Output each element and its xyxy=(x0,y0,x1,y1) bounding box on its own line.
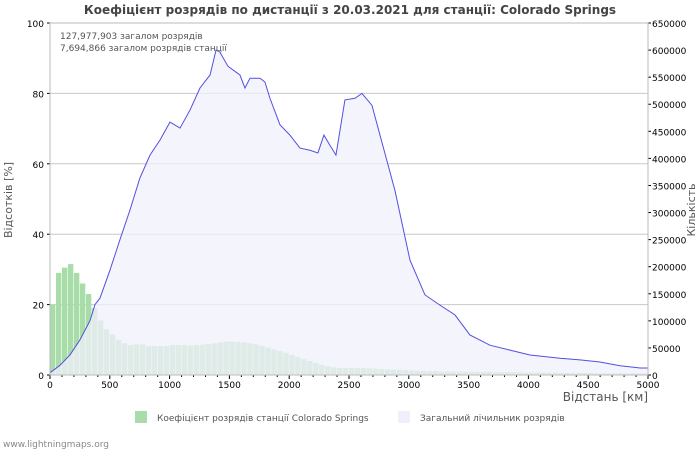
ratio-bar xyxy=(67,264,74,375)
y-left-tick-label: 20 xyxy=(33,302,45,312)
chart-title: Коефіцієнт розрядів по дистанції з 20.03… xyxy=(84,3,616,17)
ratio-bar xyxy=(61,267,68,375)
y-right-tick-label: 250000 xyxy=(652,237,687,247)
footer-credit[interactable]: www.lightningmaps.org xyxy=(3,440,109,450)
y-left-tick-label: 60 xyxy=(33,161,45,171)
x-tick-label: 0 xyxy=(47,381,53,391)
x-tick-label: 2500 xyxy=(338,381,361,391)
ratio-bar xyxy=(50,304,56,375)
y-axis-right-label: Кількість xyxy=(685,183,698,236)
annotation-station: 7,694,866 загалом розрядів станції xyxy=(60,44,227,54)
x-tick-label: 500 xyxy=(101,381,118,391)
y-right-tick-label: 450000 xyxy=(652,128,687,138)
y-left-tick-label: 40 xyxy=(33,231,45,241)
y-right-tick-label: 200000 xyxy=(652,264,687,274)
y-right-tick-label: 100000 xyxy=(652,318,687,328)
y-right-tick-label: 50000 xyxy=(652,345,681,355)
x-tick-label: 4500 xyxy=(577,381,600,391)
legend-label-total: Загальний лічильник розрядів xyxy=(420,414,565,424)
legend-label-station: Коефіцієнт розрядів станції Colorado Spr… xyxy=(157,414,369,424)
x-tick-label: 1000 xyxy=(158,381,181,391)
ratio-bar xyxy=(73,272,80,375)
y-left-tick-label: 80 xyxy=(33,90,45,100)
y-right-tick-label: 300000 xyxy=(652,210,687,220)
x-tick-label: 2000 xyxy=(278,381,301,391)
x-tick-label: 4000 xyxy=(517,381,540,391)
x-axis-label: Відстань [км] xyxy=(563,390,648,404)
total-count-area xyxy=(50,50,648,375)
y-right-tick-label: 500000 xyxy=(652,101,687,111)
legend-swatch-station xyxy=(135,411,147,423)
x-tick-label: 3000 xyxy=(397,381,420,391)
x-tick-label: 3500 xyxy=(457,381,480,391)
legend-swatch-total xyxy=(398,411,410,423)
x-tick-label: 5000 xyxy=(637,381,660,391)
ratio-bar xyxy=(55,272,62,375)
annotation-total: 127,977,903 загалом розрядів xyxy=(60,32,203,42)
plot-frame xyxy=(49,22,649,376)
y-left-tick-label: 100 xyxy=(27,20,44,30)
x-tick-label: 1500 xyxy=(218,381,241,391)
y-right-tick-label: 350000 xyxy=(652,182,687,192)
total-count-line xyxy=(49,49,648,374)
y-right-tick-label: 150000 xyxy=(652,291,687,301)
y-axis-left-label: Відсотків [%] xyxy=(2,162,15,238)
ratio-bar xyxy=(79,283,86,375)
y-right-tick-label: 650000 xyxy=(652,20,687,30)
y-right-tick-label: 600000 xyxy=(652,47,687,57)
y-left-tick-label: 0 xyxy=(38,372,44,382)
y-right-tick-label: 400000 xyxy=(652,155,687,165)
y-right-tick-label: 550000 xyxy=(652,74,687,84)
y-right-tick-label: 0 xyxy=(652,372,658,382)
